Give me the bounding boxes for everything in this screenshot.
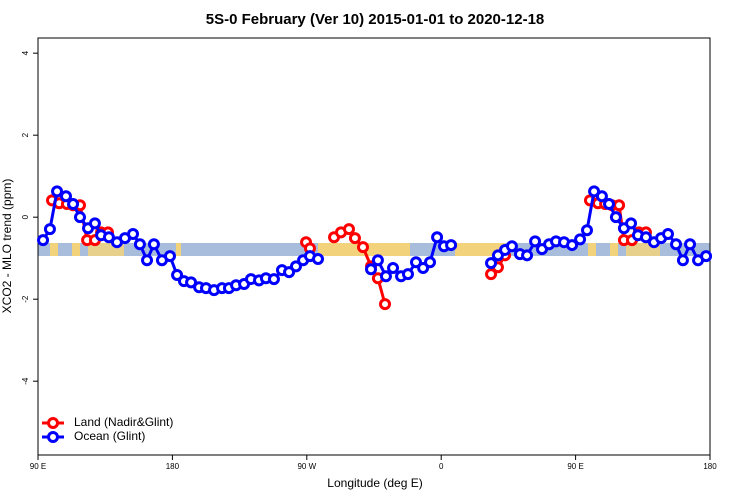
point — [387, 262, 400, 275]
legend-marker — [47, 431, 59, 443]
point — [485, 268, 498, 281]
x-tick-label: 90 E — [30, 462, 46, 471]
point — [88, 217, 101, 230]
point — [639, 231, 652, 244]
x-tick-label: 90 E — [567, 462, 583, 471]
point — [67, 198, 80, 211]
point — [505, 240, 518, 253]
point — [312, 253, 324, 266]
y-tick-label: -2 — [21, 295, 30, 303]
point — [521, 249, 534, 262]
point — [60, 190, 72, 203]
point — [662, 227, 674, 240]
point — [401, 268, 414, 281]
point — [613, 199, 626, 212]
point — [445, 239, 458, 252]
x-tick-label: 180 — [166, 462, 180, 471]
point — [379, 298, 392, 311]
point — [127, 227, 140, 240]
point — [365, 263, 378, 276]
point — [700, 250, 713, 263]
y-tick-label: 0 — [21, 214, 30, 219]
point — [102, 231, 115, 244]
point — [147, 238, 160, 251]
legend-label: Land (Nadir&Glint) — [74, 415, 173, 429]
y-tick-label: -4 — [21, 377, 30, 385]
legend: Land (Nadir&Glint)Ocean (Glint) — [42, 415, 173, 443]
point — [676, 254, 689, 267]
series — [37, 185, 713, 297]
point — [595, 190, 608, 203]
point — [185, 276, 198, 289]
point — [670, 238, 683, 251]
point — [684, 238, 697, 251]
point — [609, 211, 622, 224]
point — [267, 273, 280, 286]
point — [171, 268, 184, 281]
y-tick-label: 4 — [21, 50, 30, 55]
point — [566, 239, 579, 252]
point — [371, 254, 384, 267]
legend-marker — [47, 417, 59, 429]
point — [348, 232, 361, 245]
chart-title: 5S-0 February (Ver 10) 2015-01-01 to 202… — [206, 11, 545, 28]
point — [163, 250, 176, 263]
point — [43, 223, 56, 236]
point — [37, 234, 50, 247]
point — [379, 270, 392, 283]
x-axis-label: Longitude (deg E) — [327, 476, 422, 490]
point — [51, 185, 64, 198]
point — [431, 231, 444, 244]
point — [74, 211, 86, 224]
point — [485, 257, 498, 270]
legend-label: Ocean (Glint) — [74, 429, 145, 443]
point — [133, 238, 146, 251]
point — [580, 224, 593, 237]
point — [529, 235, 542, 248]
point — [625, 217, 638, 230]
point — [356, 241, 369, 254]
point — [424, 256, 436, 269]
y-axis-label: XCO2 - MLO trend (ppm) — [0, 179, 14, 314]
point — [603, 198, 616, 211]
x-tick-label: 0 — [439, 462, 444, 471]
y-tick-label: 2 — [21, 132, 30, 137]
x-tick-label: 90 W — [297, 462, 316, 471]
point — [574, 233, 587, 246]
point — [342, 223, 355, 236]
plot-frame — [37, 37, 711, 456]
point — [141, 254, 154, 267]
x-tick-label: 180 — [703, 462, 717, 471]
point — [289, 260, 302, 273]
